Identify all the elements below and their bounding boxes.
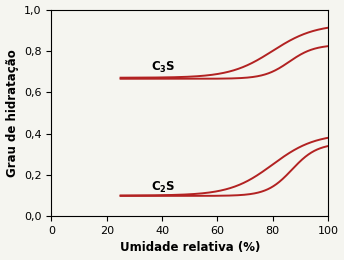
Text: $\mathbf{C_2S}$: $\mathbf{C_2S}$: [151, 180, 175, 195]
Text: $\mathbf{C_3S}$: $\mathbf{C_3S}$: [151, 60, 175, 75]
X-axis label: Umidade relativa (%): Umidade relativa (%): [119, 242, 260, 255]
Y-axis label: Grau de hidratação: Grau de hidratação: [6, 49, 19, 177]
